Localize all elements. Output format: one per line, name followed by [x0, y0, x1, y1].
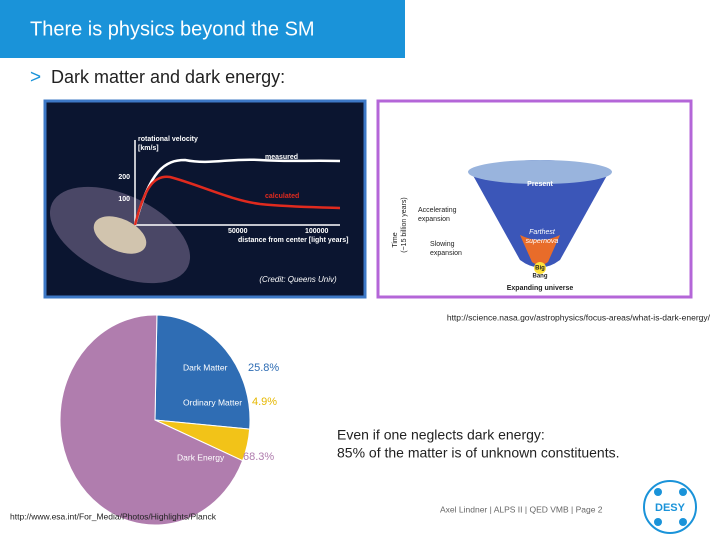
image-text: distance from center [light years]	[238, 237, 348, 244]
note-line: 85% of the matter is of unknown constitu…	[337, 445, 620, 461]
note-line: Even if one neglects dark energy:	[337, 427, 545, 443]
image-text: 50000	[228, 228, 248, 235]
source-url: http://science.nasa.gov/astrophysics/foc…	[447, 312, 711, 322]
footer-text: Axel Lindner | ALPS II | QED VMB | Page …	[440, 504, 603, 514]
funnel-bottom	[520, 235, 560, 265]
image-text: rotational velocity	[138, 136, 198, 143]
funnel	[470, 160, 610, 268]
slice-label: Ordinary Matter	[183, 397, 242, 407]
image-text: [km/s]	[138, 145, 159, 152]
image-text: measured	[265, 154, 298, 161]
image-text: 100000	[305, 228, 328, 235]
image-text: Present	[527, 181, 553, 188]
logo-text: DESY	[655, 502, 686, 514]
image-text: 100	[118, 196, 130, 203]
measured-curve	[133, 158, 341, 226]
image-text: 200	[118, 174, 130, 181]
slice-value: 68.3%	[243, 451, 274, 463]
image-text: calculated	[265, 193, 299, 200]
galaxy-core	[93, 216, 147, 254]
image-text: (~15 billion years)	[401, 197, 408, 252]
bullet-marker: >	[30, 67, 41, 88]
slice-label: Dark Matter	[183, 362, 228, 372]
funnel-top	[468, 160, 612, 184]
pie-slice	[59, 314, 244, 526]
image-text: Accelerating	[418, 207, 457, 214]
image-text: Big	[535, 266, 545, 272]
image-text: expansion	[430, 250, 462, 257]
calculated-curve	[133, 175, 341, 226]
credit: (Credit: Queens Univ)	[259, 275, 337, 284]
bullet-text: Dark matter and dark energy:	[51, 67, 285, 87]
slice-value: 4.9%	[252, 396, 277, 408]
image-text: Slowing	[430, 241, 455, 248]
title: There is physics beyond the SM	[30, 18, 315, 40]
logo-dot	[654, 488, 662, 496]
source-url: http://www.esa.int/For_Media/Photos/High…	[10, 511, 217, 521]
image-text: supernova	[526, 238, 559, 245]
header-bar	[0, 0, 405, 58]
big-bang	[534, 262, 546, 274]
image-text: Farthest	[529, 229, 556, 236]
image-text: Bang	[533, 274, 548, 280]
logo-dot	[654, 518, 662, 526]
image-text: expansion	[418, 216, 450, 223]
image-text: Time	[392, 232, 399, 247]
logo: DESY	[643, 480, 697, 534]
logo-dot	[679, 518, 687, 526]
image-text: Expanding universe	[507, 285, 574, 292]
pie-chart: Dark Matter 25.8% Ordinary Matter 4.9% Dark …	[59, 314, 279, 526]
slice-value: 25.8%	[248, 362, 279, 374]
pie-slice	[154, 314, 251, 430]
slice-label: Dark Energy	[177, 452, 225, 462]
logo-dot	[679, 488, 687, 496]
